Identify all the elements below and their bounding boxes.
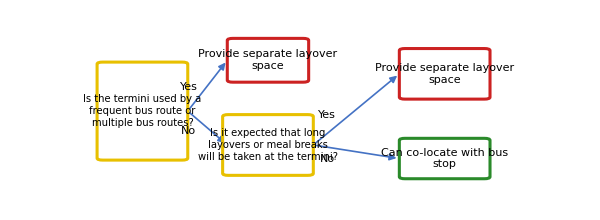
Text: No: No [181, 126, 196, 136]
FancyBboxPatch shape [223, 115, 313, 175]
Text: No: No [320, 154, 335, 164]
FancyBboxPatch shape [97, 62, 188, 160]
Text: Provide separate layover
space: Provide separate layover space [375, 63, 514, 85]
FancyBboxPatch shape [227, 38, 308, 82]
Text: Yes: Yes [179, 82, 197, 92]
Text: Provide separate layover
space: Provide separate layover space [199, 50, 338, 71]
Text: Yes: Yes [318, 110, 336, 120]
FancyBboxPatch shape [400, 138, 490, 179]
Text: Is the termini used by a
frequent bus route or
multiple bus routes?: Is the termini used by a frequent bus ro… [83, 95, 202, 128]
Text: Is it expected that long
layovers or meal breaks
will be taken at the termini?: Is it expected that long layovers or mea… [198, 128, 338, 161]
FancyBboxPatch shape [400, 49, 490, 99]
Text: Can co-locate with bus
stop: Can co-locate with bus stop [381, 148, 508, 169]
